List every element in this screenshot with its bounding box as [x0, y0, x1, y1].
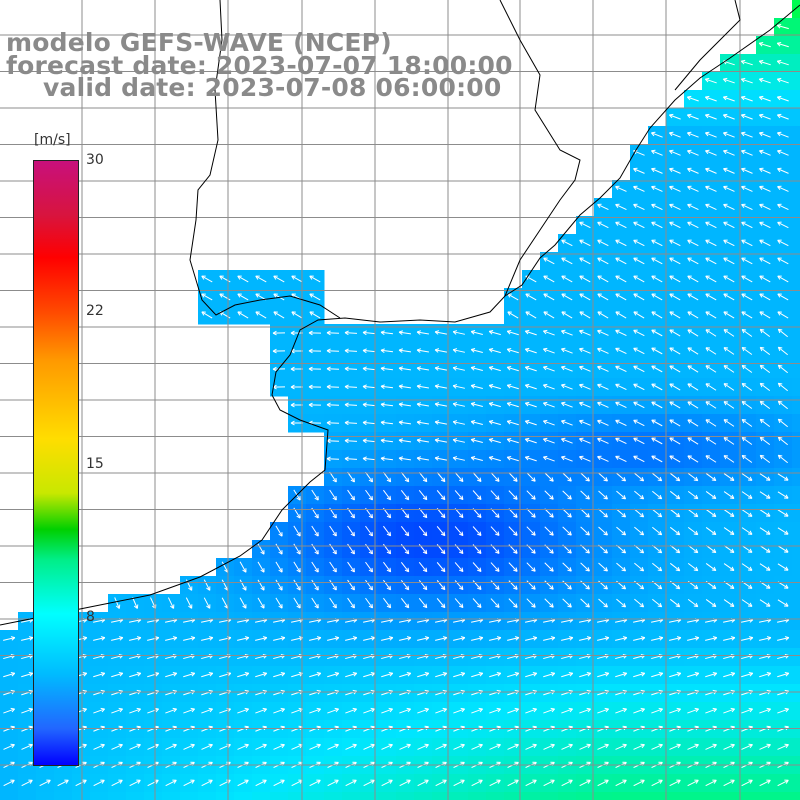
coastline	[0, 0, 800, 626]
forecast-date: forecast date: 2023-07-07 18:00:00	[6, 51, 513, 80]
model-title: modelo GEFS-WAVE (NCEP)	[6, 28, 392, 57]
colorbar-tick: 15	[86, 456, 104, 472]
valid-date: valid date: 2023-07-08 06:00:00	[43, 73, 502, 102]
colorbar	[33, 160, 79, 766]
colorbar-tick: 8	[86, 609, 95, 625]
colorbar-tick: 30	[86, 152, 104, 168]
colorbar-tick: 22	[86, 303, 104, 319]
colorbar-units: [m/s]	[34, 132, 71, 148]
